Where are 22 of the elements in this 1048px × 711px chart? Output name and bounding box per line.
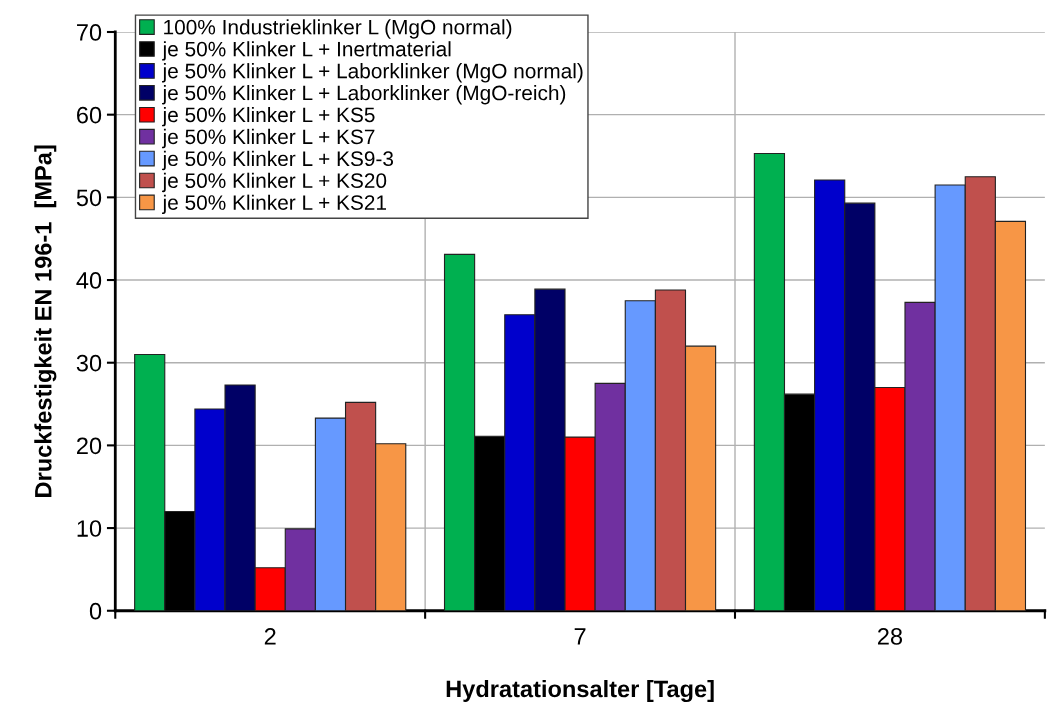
y-tick-label: 10 xyxy=(77,520,102,537)
x-axis-title: Hydratationsalter [Tage] xyxy=(446,679,714,703)
y-tick-label: 0 xyxy=(89,602,102,620)
y-tick-label: 60 xyxy=(77,106,102,124)
legend-label: je 50% Klinker L + Laborklinker (MgO normal) xyxy=(162,63,583,83)
legend-label: je 50% Klinker L + KS21 xyxy=(162,194,387,215)
x-tick-label: 7 xyxy=(574,628,586,645)
legend-label: je 50% Klinker L + Laborklinker (MgO-reich) xyxy=(162,85,566,105)
y-tick-label: 50 xyxy=(76,189,102,207)
legend-label: je 50% Klinker L + KS7 xyxy=(162,128,375,149)
legend-label: je 50% Klinker L + Inertmaterial xyxy=(162,41,451,61)
x-tick-label: 28 xyxy=(877,628,903,645)
x-tick-label: 2 xyxy=(264,628,276,645)
legend-label: 100% Industrieklinker L (MgO normal) xyxy=(164,19,512,39)
y-tick-label: 20 xyxy=(77,437,102,455)
y-axis-title: Druckfestigkeit EN 196-1 [MPa] xyxy=(34,145,57,497)
legend-label: je 50% Klinker L + KS5 xyxy=(162,106,375,127)
legend-label: je 50% Klinker L + KS9-3 xyxy=(162,150,394,171)
y-tick-label: 40 xyxy=(76,272,102,289)
y-tick-label: 30 xyxy=(76,354,102,372)
legend-label: je 50% Klinker L + KS20 xyxy=(162,172,387,193)
y-tick-label: 70 xyxy=(77,24,102,41)
